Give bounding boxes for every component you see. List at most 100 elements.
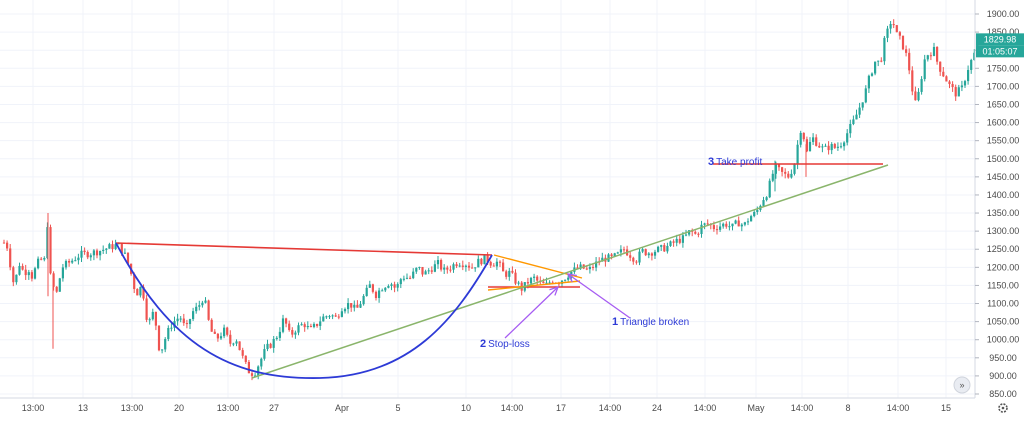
y-tick-label: 1600.00 bbox=[987, 118, 1020, 128]
x-tick-label: 8 bbox=[845, 403, 850, 413]
candle-body bbox=[64, 260, 68, 268]
x-tick-label: 14:00 bbox=[599, 403, 622, 413]
candle-body bbox=[808, 141, 812, 152]
candle-body bbox=[297, 325, 300, 333]
candle-body bbox=[923, 59, 926, 80]
resistance-line bbox=[115, 242, 493, 256]
candle-body bbox=[105, 248, 108, 250]
candle-body bbox=[12, 267, 15, 283]
annotation-stop-loss-number: 2 bbox=[480, 338, 486, 350]
candle-body bbox=[858, 107, 861, 115]
candle-body bbox=[40, 258, 43, 260]
candle-body bbox=[192, 311, 195, 320]
candle-body bbox=[684, 234, 688, 236]
candle-body bbox=[238, 341, 241, 351]
candle-body bbox=[223, 327, 226, 337]
candle-body bbox=[756, 209, 759, 213]
x-tick-label: 13:00 bbox=[22, 403, 45, 413]
candle-body bbox=[666, 245, 669, 252]
candle-body bbox=[657, 246, 660, 252]
candle-body bbox=[461, 265, 464, 267]
candle-body bbox=[784, 171, 787, 174]
triangle-broken-arrow bbox=[567, 273, 631, 319]
y-tick-label: 1750.00 bbox=[987, 63, 1020, 73]
candle-body bbox=[418, 266, 421, 268]
x-tick-label: Apr bbox=[335, 403, 349, 413]
candle-body bbox=[480, 258, 483, 265]
candle-body bbox=[787, 173, 790, 178]
candle-body bbox=[2, 242, 6, 244]
candle-body bbox=[812, 137, 815, 142]
candle-body bbox=[269, 343, 272, 348]
candle-body bbox=[111, 244, 114, 249]
candle-body bbox=[229, 334, 232, 344]
gear-icon[interactable] bbox=[998, 403, 1008, 413]
candle-body bbox=[672, 241, 675, 243]
candle-body bbox=[526, 282, 529, 284]
candle-body bbox=[300, 324, 303, 326]
candle-body bbox=[9, 248, 12, 268]
candle-body bbox=[939, 61, 942, 72]
candle-body bbox=[743, 222, 746, 225]
candle-body bbox=[579, 264, 582, 269]
candle-body bbox=[864, 88, 867, 103]
candle-body bbox=[967, 69, 970, 82]
candle-body bbox=[960, 85, 963, 88]
candle-body bbox=[402, 278, 405, 280]
candle-body bbox=[768, 180, 771, 198]
candle-body bbox=[452, 264, 455, 270]
candle-body bbox=[901, 35, 905, 50]
candle-body bbox=[948, 81, 951, 85]
y-tick-label: 1450.00 bbox=[987, 172, 1020, 182]
candle-body bbox=[68, 260, 71, 263]
candle-body bbox=[914, 91, 917, 101]
candle-body bbox=[378, 290, 381, 299]
candle-body bbox=[216, 333, 219, 339]
candle-body bbox=[207, 300, 210, 320]
candle-body bbox=[771, 173, 774, 181]
candle-body bbox=[740, 224, 743, 227]
candle-body bbox=[288, 323, 291, 331]
candle-body bbox=[765, 197, 768, 201]
candle-body bbox=[644, 249, 647, 256]
scroll-to-realtime-button[interactable] bbox=[953, 376, 971, 394]
candle-body bbox=[886, 28, 889, 38]
candle-body bbox=[371, 284, 374, 292]
candle-body bbox=[790, 173, 793, 178]
candle-body bbox=[678, 238, 681, 243]
candle-body bbox=[731, 223, 734, 227]
candle-body bbox=[926, 55, 929, 60]
candle-body bbox=[486, 254, 489, 262]
candle-body bbox=[362, 295, 365, 305]
x-tick-label: 14:00 bbox=[694, 403, 717, 413]
candle-body bbox=[750, 216, 753, 222]
candle-body bbox=[477, 258, 480, 268]
candle-body bbox=[396, 284, 399, 288]
candle-body bbox=[306, 325, 309, 328]
candle-body bbox=[15, 274, 18, 283]
candle-body bbox=[446, 267, 449, 270]
candle-body bbox=[226, 327, 229, 335]
candle-body bbox=[58, 278, 61, 292]
candle-body bbox=[917, 91, 920, 101]
candle-body bbox=[312, 323, 316, 327]
candle-body bbox=[399, 279, 402, 285]
candle-body bbox=[148, 319, 151, 321]
candle-body bbox=[213, 331, 216, 334]
candle-body bbox=[619, 249, 622, 253]
candle-body bbox=[799, 132, 802, 145]
candle-body bbox=[706, 223, 709, 225]
candle-body bbox=[6, 242, 9, 249]
annotations-layer: 1 Triangle broken 2 Stop-loss 3 Take profit bbox=[480, 156, 762, 350]
candle-body bbox=[591, 266, 595, 268]
candle-body bbox=[483, 254, 486, 265]
candle-body bbox=[455, 264, 458, 267]
candle-body bbox=[412, 271, 415, 279]
candle-body bbox=[660, 245, 663, 247]
candle-body bbox=[343, 309, 347, 312]
candle-body bbox=[164, 338, 167, 350]
candle-body bbox=[495, 261, 498, 267]
candle-body bbox=[719, 226, 722, 230]
